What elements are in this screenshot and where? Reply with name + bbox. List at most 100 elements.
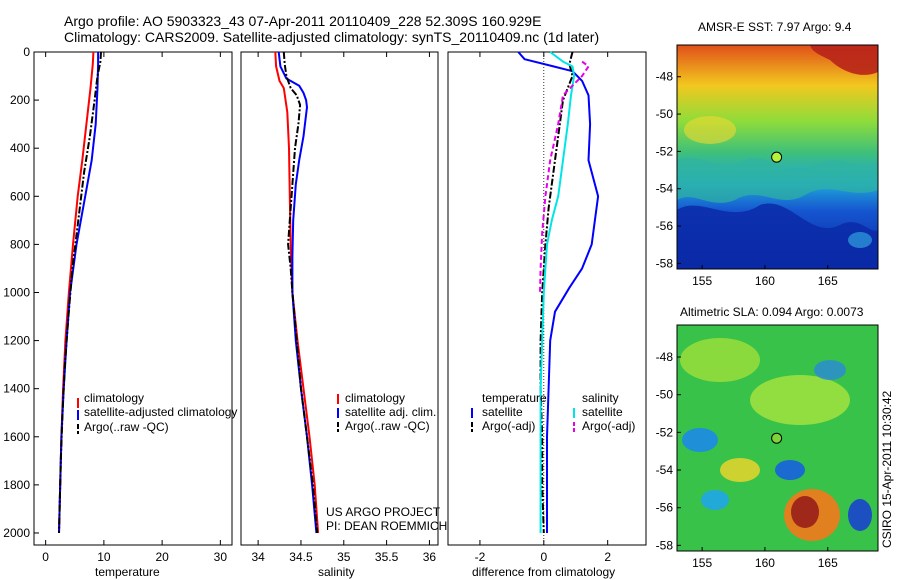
sst-frame (676, 44, 879, 270)
lat-tick-label: -50 (656, 107, 674, 121)
lon-tick-label: 165 (818, 556, 838, 570)
x-tick-label: 35.5 (375, 550, 399, 564)
lat-tick-label: -56 (656, 219, 674, 233)
sla-frame (676, 324, 879, 552)
difference-panel: -2 0 2 difference from climatology tempera… (447, 51, 647, 579)
x-tick-label: 36 (423, 550, 437, 564)
sst-yellow-patch (684, 116, 736, 144)
x-tick-label: 0 (42, 550, 49, 564)
sst-lat-ticks: -48 -50 -52 -54 -56 -58 (656, 70, 681, 270)
sla-low-eddy (814, 360, 846, 380)
lat-tick-label: -58 (656, 538, 674, 552)
sla-lon-ticks: 155 160 165 (692, 547, 838, 570)
lon-tick-label: 160 (755, 556, 775, 570)
lat-tick-label: -52 (656, 425, 674, 439)
difference-xlabel: difference from climatology (472, 565, 615, 579)
temperature-x-ticks: 0 10 20 30 (42, 52, 227, 564)
sla-lat-ticks: -48 -50 -52 -54 -56 -58 (656, 350, 681, 552)
y-tick-label: 400 (10, 141, 30, 155)
sst-field (677, 45, 878, 269)
lat-tick-label: -48 (656, 350, 674, 364)
lon-tick-label: 155 (692, 556, 712, 570)
legend-heading-salinity: salinity (582, 391, 619, 405)
x-tick-label: 35 (337, 550, 351, 564)
legend-label-satellite-adj: satellite adj. clim. (345, 405, 436, 419)
lat-tick-label: -52 (656, 144, 674, 158)
temperature-panel: 0 10 20 30 0 200 400 600 800 1000 1200 1400 1600 180… (3, 45, 237, 579)
legend-label-temp-satellite: satellite (482, 405, 523, 419)
legend-label-climatology: climatology (345, 391, 405, 405)
salinity-axes-box (240, 51, 439, 546)
legend-label-argo: Argo(..raw -QC) (84, 420, 169, 434)
sst-cold-pool (677, 203, 878, 269)
sla-patch (750, 375, 850, 425)
lat-tick-label: -58 (656, 256, 674, 270)
series-line-argo-raw-qc (58, 51, 102, 534)
y-tick-label: 0 (23, 45, 30, 59)
argo-position-marker (771, 151, 783, 163)
y-tick-label: 1600 (3, 430, 30, 444)
salinity-series (274, 51, 320, 534)
sst-warm-corner (810, 45, 878, 75)
sst-map-panel: AMSR-E SST: 7.97 Argo: 9.4 155 160 165 -48… (656, 20, 879, 288)
y-tick-label: 200 (10, 93, 30, 107)
lat-tick-label: -56 (656, 501, 674, 515)
difference-legend: temperature satellite Argo(-adj) salinit… (471, 391, 635, 433)
credit-line-1: US ARGO PROJECT (326, 505, 441, 519)
sst-front-band (677, 157, 878, 203)
legend-label-argo: Argo(..raw -QC) (345, 419, 430, 433)
salinity-x-ticks: 34 34.5 35 35.5 36 (251, 52, 436, 564)
x-tick-label: 20 (155, 550, 169, 564)
sla-map-panel: Altimetric SLA: 0.094 Argo: 0.0073 155 16… (656, 305, 879, 570)
salinity-panel: 34 34.5 35 35.5 36 salinity climatology sate… (240, 51, 447, 579)
sla-low-eddy (682, 428, 718, 452)
salinity-xlabel: salinity (318, 565, 355, 579)
legend-label-satellite-adjusted: satellite-adjusted climatology (84, 405, 237, 419)
temperature-axes-box (33, 51, 233, 546)
lat-tick-label: -48 (656, 70, 674, 84)
x-tick-label: 0 (540, 550, 547, 564)
sla-high-eddy-core (791, 496, 819, 528)
sst-warm-eddy (848, 232, 872, 248)
x-tick-label: -2 (475, 550, 486, 564)
y-tick-label: 800 (10, 237, 30, 251)
legend-label-sal-satellite: satellite (582, 405, 623, 419)
figure-title-line2: Climatology: CARS2009. Satellite-adjuste… (64, 29, 599, 45)
sla-patch (680, 338, 760, 382)
credit-line-2: PI: DEAN ROEMMICH (326, 519, 447, 533)
x-tick-label: 10 (97, 550, 111, 564)
difference-series (517, 51, 600, 534)
series-line-temperature-argo-adj (539, 51, 574, 534)
legend-label-climatology: climatology (84, 391, 144, 405)
x-tick-label: 34.5 (289, 550, 313, 564)
depth-y-ticks: 0 200 400 600 800 1000 1200 1400 1600 1800 2000 (3, 45, 39, 540)
y-tick-label: 2000 (3, 526, 30, 540)
sst-lon-ticks: 155 160 165 (692, 265, 838, 288)
salinity-legend: climatology satellite adj. clim. Argo(..… (337, 391, 436, 433)
figure-title-line1: Argo profile: AO 5903323_43 07-Apr-2011 … (64, 13, 541, 29)
argo-position-marker (771, 432, 783, 444)
temperature-xlabel: temperature (95, 565, 160, 579)
sla-low-eddy (848, 499, 872, 531)
x-tick-label: 30 (214, 550, 228, 564)
lat-tick-label: -54 (656, 182, 674, 196)
lat-tick-label: -50 (656, 388, 674, 402)
x-tick-label: 34 (251, 550, 265, 564)
lat-tick-label: -54 (656, 463, 674, 477)
x-tick-label: 2 (604, 550, 611, 564)
lon-tick-label: 165 (818, 274, 838, 288)
legend-label-temp-argo: Argo(-adj) (482, 419, 535, 433)
side-timestamp: CSIRO 15-Apr-2011 10:30:42 (880, 390, 894, 548)
sla-low-eddy (701, 490, 729, 510)
series-line-salinity-argo-adj (539, 60, 590, 293)
sla-high-patch (720, 458, 760, 482)
y-tick-label: 1200 (3, 334, 30, 348)
temperature-series (58, 51, 102, 534)
sla-map-title: Altimetric SLA: 0.094 Argo: 0.0073 (680, 305, 864, 319)
legend-label-sal-argo: Argo(-adj) (582, 419, 635, 433)
legend-heading-temperature: temperature (482, 391, 547, 405)
sst-map-title: AMSR-E SST: 7.97 Argo: 9.4 (698, 20, 852, 34)
y-tick-label: 1800 (3, 478, 30, 492)
series-line-salinity-satellite (539, 51, 576, 533)
